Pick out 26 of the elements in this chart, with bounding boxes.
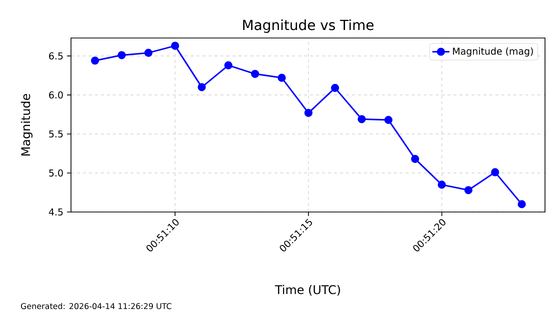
point — [464, 186, 472, 194]
point — [171, 42, 180, 50]
point — [251, 70, 260, 78]
point — [90, 56, 100, 65]
y-tick-label: 6.0 — [49, 91, 63, 99]
chart-title: Magnitude vs Time — [243, 19, 374, 33]
point — [358, 115, 366, 124]
point — [518, 200, 526, 208]
point — [278, 74, 286, 82]
y-tick-label: 5.5 — [49, 130, 63, 138]
point — [411, 154, 420, 163]
point — [224, 61, 232, 70]
point — [304, 108, 312, 117]
legend-label: Magnitude (mag) — [453, 47, 533, 57]
y-tick-label: 4.5 — [48, 208, 63, 216]
y-tick-label: 6.5 — [49, 52, 63, 60]
point — [330, 84, 340, 92]
y-axis-title: Magnitude — [20, 94, 32, 156]
x-axis-title: Time (UTC) — [274, 284, 340, 296]
point — [118, 51, 126, 60]
point — [384, 116, 392, 124]
point — [144, 48, 152, 57]
point — [198, 83, 206, 92]
point — [491, 168, 500, 176]
y-tick-label: 5.0 — [49, 169, 63, 177]
point — [438, 180, 446, 189]
